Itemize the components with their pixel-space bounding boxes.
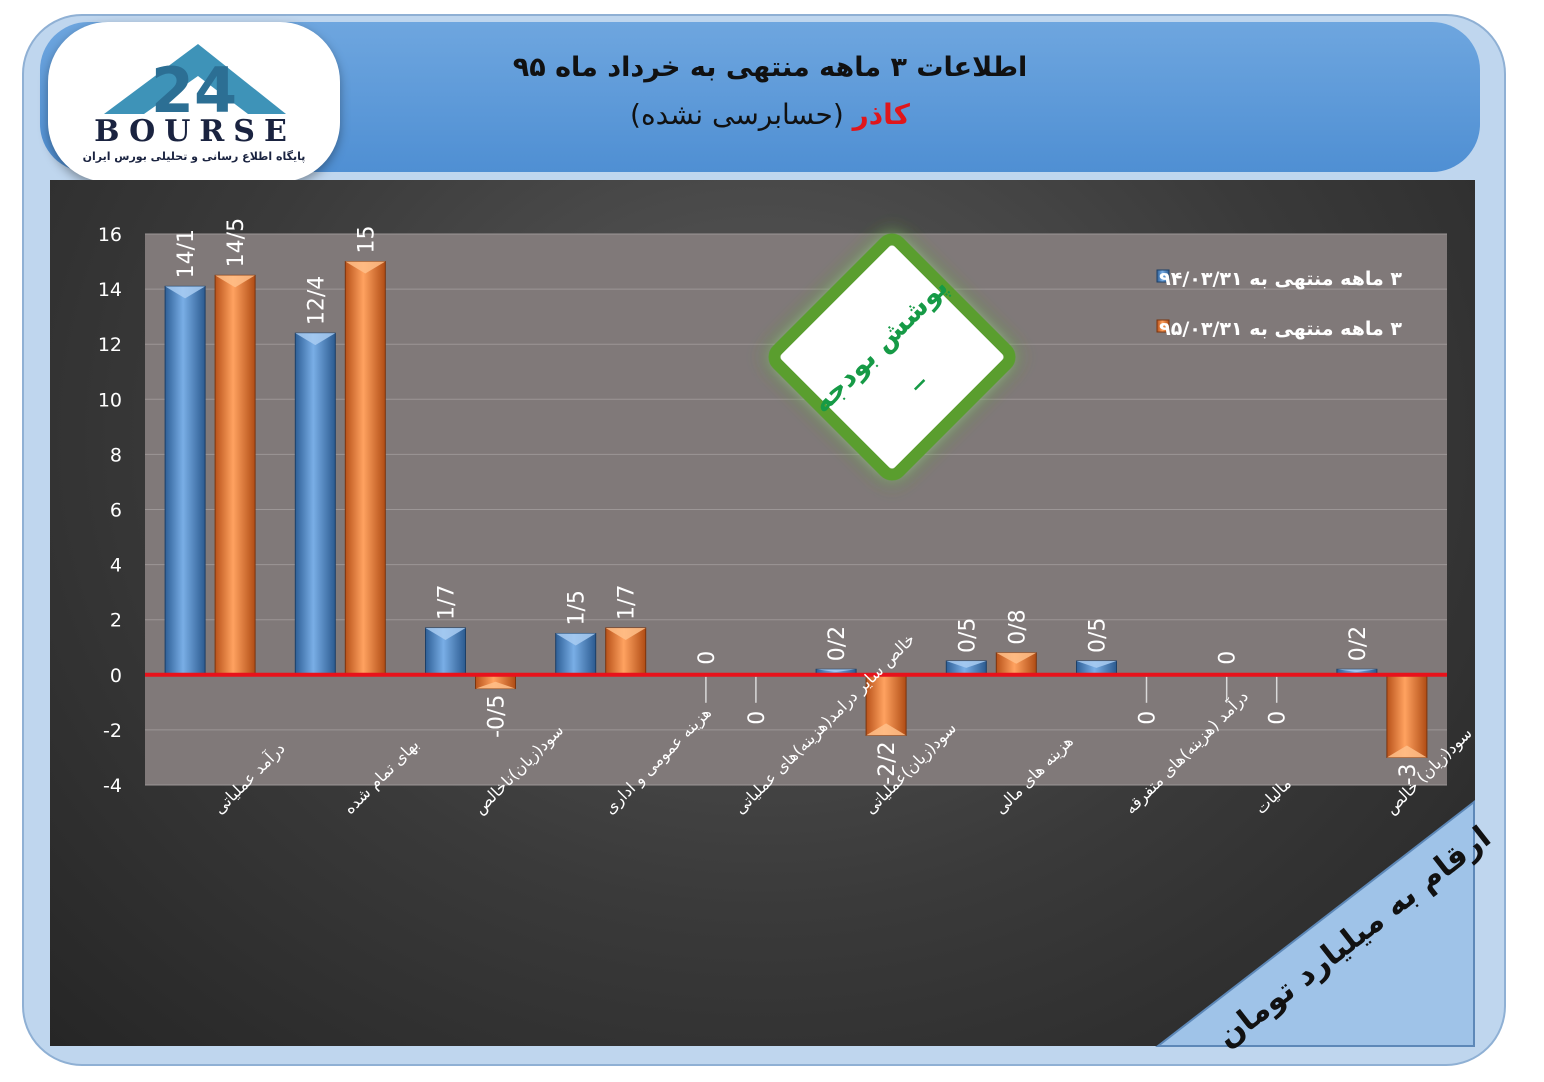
value-labels: 14/1 14/5 12/4 15 1/7 -0/5 1/5 1/7 0 0 0/2 -2/2 0/5 0…	[174, 218, 1421, 785]
value-label: -2/2	[875, 741, 900, 784]
bar-cap	[1386, 745, 1427, 758]
bar-cap	[605, 627, 646, 640]
y-tick-label: 16	[98, 224, 122, 246]
y-tick-label: -2	[103, 720, 122, 742]
y-tick-label: 0	[110, 665, 122, 687]
value-label: 0/2	[825, 626, 850, 661]
y-tick-label: 2	[110, 610, 122, 632]
value-label: 0/8	[1005, 609, 1030, 644]
bar-cap	[425, 627, 466, 640]
value-label: 0	[1266, 711, 1291, 725]
budget-badge-box	[768, 233, 1016, 481]
bar	[555, 632, 597, 676]
bar	[294, 332, 336, 676]
value-label: -3	[1396, 763, 1421, 785]
page-subtitle: کاذر (حسابرسی نشده)	[360, 98, 1180, 131]
y-tick-label: 8	[110, 444, 122, 466]
value-label: 12/4	[304, 276, 329, 325]
value-label: 14/1	[174, 229, 199, 278]
value-label: 14/5	[224, 218, 249, 267]
y-tick-label: 6	[110, 500, 122, 522]
bar-cap	[866, 723, 907, 736]
y-tick-label: 4	[110, 555, 122, 577]
bar-cap	[816, 669, 857, 673]
value-label: -0/5	[485, 695, 510, 738]
bar-cap	[345, 261, 386, 274]
value-label: 0/5	[955, 618, 980, 653]
bar-cap	[555, 633, 596, 646]
bar-cap	[165, 286, 206, 299]
value-label: 1/7	[435, 585, 460, 620]
bar	[164, 285, 206, 676]
value-label: 1/5	[565, 590, 590, 625]
y-axis-labels: 16 14 12 10 8 6 4 2 0 -2 -4	[98, 224, 122, 797]
y-tick-label: 14	[98, 279, 122, 301]
bar-cap	[1076, 661, 1117, 668]
value-label: 0/2	[1346, 626, 1371, 661]
value-label: 1/7	[615, 585, 640, 620]
logo-number: 24	[151, 54, 237, 127]
bourse24-logo: 24 BOURSE پایگاه اطلاع رسانی و تحلیلی بو…	[48, 22, 340, 182]
legend-swatch-1	[1156, 269, 1170, 283]
y-tick-label: -4	[103, 775, 122, 797]
legend-swatch-2	[1156, 319, 1170, 333]
legend-label-1: ۳ ماهه منتهی به ۹۴/۰۳/۳۱	[1159, 268, 1402, 290]
value-label: 0	[1136, 711, 1161, 725]
value-label: 15	[354, 226, 379, 254]
bourse24-logo-icon: 24	[104, 44, 286, 127]
bars	[164, 261, 1428, 758]
logo-subtitle: پایگاه اطلاع رسانی و تحلیلی بورس ایران	[82, 150, 306, 163]
bar	[1386, 674, 1428, 758]
value-label: 0	[1216, 651, 1241, 665]
bar-cap	[295, 333, 336, 346]
bar	[214, 274, 256, 676]
bar-cap	[475, 681, 516, 689]
budget-badge: پوشش بودجه _	[768, 233, 1016, 481]
legend-label-2: ۳ ماهه منتهی به ۹۵/۰۳/۳۱	[1159, 318, 1402, 340]
y-tick-label: 12	[98, 334, 122, 356]
value-label: 0/5	[1086, 618, 1111, 653]
company-name: کاذر	[852, 98, 910, 131]
bar-cap	[1336, 669, 1377, 673]
units-banner: ارقام به میلیارد تومان	[1155, 799, 1498, 1055]
bar-cap	[996, 652, 1037, 664]
audit-note: (حسابرسی نشده)	[630, 98, 844, 131]
bar-cap	[946, 661, 987, 668]
bar-cap	[215, 275, 256, 288]
logo-word: BOURSE	[94, 114, 296, 149]
value-label: 0	[695, 651, 720, 665]
units-banner-shape	[1155, 799, 1475, 1047]
legend: ۳ ماهه منتهی به ۹۴/۰۳/۳۱ ۳ ماهه منتهی به…	[1156, 268, 1402, 340]
value-label: 0	[745, 711, 770, 725]
page-title: اطلاعات ۳ ماهه منتهی به خرداد ماه ۹۵	[512, 52, 1028, 83]
y-tick-label: 10	[98, 389, 122, 411]
bar	[344, 261, 386, 676]
